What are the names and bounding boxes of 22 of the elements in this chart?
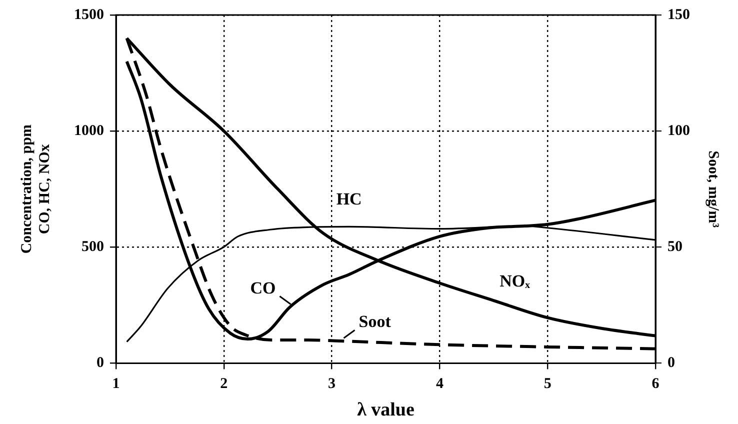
x-tick-label: 1 bbox=[112, 376, 120, 392]
y-tick-label: 0 bbox=[96, 355, 104, 372]
x-tick-label: 4 bbox=[436, 376, 444, 392]
series-label: HC bbox=[336, 190, 362, 209]
y-tick-label: 1000 bbox=[74, 122, 104, 139]
y2-tick-label: 0 bbox=[668, 355, 675, 372]
x-tick-label: 5 bbox=[544, 376, 552, 392]
y-tick-label: 1500 bbox=[74, 6, 104, 23]
y2-tick-label: 150 bbox=[668, 6, 690, 23]
y-tick-label: 500 bbox=[82, 239, 104, 256]
series-label: Soot bbox=[358, 312, 392, 332]
x-tick-label: 2 bbox=[220, 376, 228, 392]
x-tick-label: 6 bbox=[652, 376, 660, 392]
text: CO, HC, NOx bbox=[36, 144, 53, 234]
y2-axis-title: Soot, mg/m³ bbox=[705, 150, 722, 228]
x-axis-title: λ value bbox=[357, 400, 414, 421]
series-label: NOₓ bbox=[500, 272, 530, 291]
series-label: CO bbox=[250, 278, 276, 298]
x-tick-label: 3 bbox=[328, 376, 336, 392]
text: Concentration, ppm bbox=[18, 124, 35, 254]
y2-tick-label: 100 bbox=[668, 122, 690, 139]
y2-tick-label: 50 bbox=[668, 239, 682, 256]
